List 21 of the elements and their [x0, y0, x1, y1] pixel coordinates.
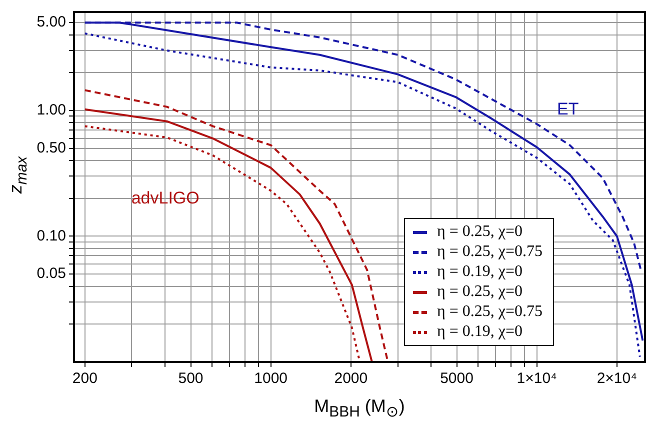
x-tick-label: 2000 [334, 370, 368, 388]
x-tick-label: 1000 [254, 370, 288, 388]
legend-label: η = 0.25, χ=0 [437, 282, 523, 302]
x-tick-label: 200 [72, 370, 98, 388]
legend-label: η = 0.25, χ=0.75 [437, 242, 543, 262]
x-tick-label: 5000 [440, 370, 474, 388]
y-tick-label: 0.10 [36, 227, 66, 244]
x-tick-label: 500 [178, 370, 204, 388]
x-axis-title: M$_{BBH}$ (M$_{⊙}$) [314, 396, 405, 421]
y-tick-label: 0.05 [36, 265, 66, 282]
y-tick-label: 0.50 [36, 139, 66, 156]
legend-label: η = 0.19, χ=0 [437, 262, 523, 282]
annotation: advLIGO [131, 188, 200, 208]
legend-label: η = 0.25, χ=0.75 [437, 302, 543, 322]
y-tick-label: 1.00 [36, 102, 66, 119]
x-tick-label: 2×10⁴ [596, 370, 638, 388]
x-tick-label: 1×10⁴ [516, 370, 557, 388]
legend-label: η = 0.19, χ=0 [437, 322, 523, 342]
y-tick-label: 5.00 [36, 14, 66, 31]
annotation: ET [557, 100, 579, 119]
legend-label: η = 0.25, χ=0 [437, 222, 523, 242]
